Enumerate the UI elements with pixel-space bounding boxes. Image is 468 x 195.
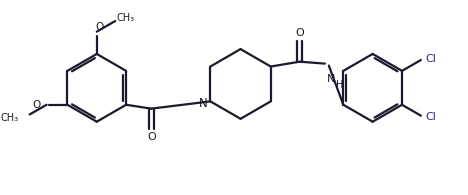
Text: Cl: Cl (426, 54, 437, 64)
Text: CH₃: CH₃ (0, 113, 19, 123)
Text: H: H (336, 80, 343, 90)
Text: O: O (295, 28, 304, 38)
Text: CH₃: CH₃ (117, 13, 135, 23)
Text: N: N (327, 74, 336, 84)
Text: O: O (32, 100, 40, 110)
Text: O: O (147, 132, 156, 142)
Text: Cl: Cl (426, 112, 437, 122)
Text: O: O (95, 22, 103, 32)
Text: N: N (199, 97, 208, 110)
